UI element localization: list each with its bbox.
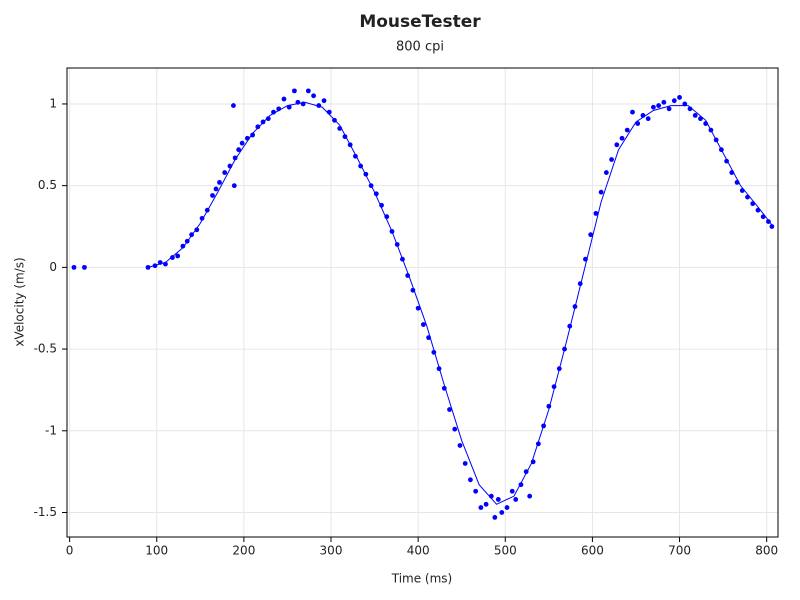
x-tick-label: 100: [145, 544, 168, 558]
data-point: [420, 322, 426, 327]
data-point: [492, 514, 498, 520]
data-point: [635, 121, 641, 126]
data-point: [478, 505, 484, 510]
plot-border: [66, 67, 779, 538]
data-point: [651, 104, 656, 110]
x-tick-label: 0: [66, 544, 74, 558]
data-point: [321, 98, 327, 104]
data-point: [305, 88, 311, 94]
data-point: [231, 103, 236, 108]
data-point: [661, 99, 667, 105]
data-point: [457, 443, 463, 448]
data-point: [236, 147, 242, 153]
data-point: [286, 104, 292, 110]
data-point: [180, 243, 186, 249]
data-point: [645, 116, 651, 122]
data-point: [213, 186, 219, 192]
data-point: [210, 193, 215, 198]
data-point: [624, 127, 630, 133]
data-point: [232, 155, 238, 161]
x-tick-label: 600: [581, 544, 604, 558]
data-point: [593, 211, 599, 216]
data-point: [452, 426, 458, 432]
x-tick-label: 400: [407, 544, 430, 558]
fit-line: [147, 101, 773, 505]
y-tick-label: 0: [49, 260, 57, 274]
data-point: [603, 170, 609, 175]
chart-title: MouseTester: [359, 12, 481, 32]
x-tick-label: 200: [232, 544, 255, 558]
y-tick-label: -1: [45, 423, 57, 437]
data-point: [447, 407, 452, 412]
data-point: [265, 116, 271, 122]
x-tick-label: 700: [668, 544, 691, 558]
data-point: [614, 142, 620, 148]
data-point: [588, 232, 594, 238]
data-point: [656, 103, 662, 108]
plot-area: 0 100 200 300 400 500 600 700 800 -1.5 -1 -0.5 0 0.5 1: [34, 67, 779, 558]
data-point: [504, 505, 510, 510]
data-point: [509, 488, 515, 494]
data-point: [239, 140, 245, 146]
y-tick-label: -0.5: [34, 342, 57, 356]
data-point: [513, 497, 519, 502]
data-point: [217, 179, 222, 185]
y-tick-label: 1: [49, 96, 57, 110]
x-tick-label: 500: [494, 544, 517, 558]
data-point: [609, 157, 614, 162]
data-point: [82, 264, 87, 270]
data-point: [311, 93, 316, 99]
x-tick-label: 300: [320, 544, 343, 558]
data-point: [231, 183, 237, 189]
data-point: [692, 112, 698, 118]
data-point: [170, 255, 175, 260]
chart-subtitle: 800 cpi: [396, 40, 444, 55]
data-point: [671, 98, 677, 104]
data-point: [175, 253, 181, 259]
data-point: [495, 497, 501, 502]
data-point: [499, 510, 505, 515]
data-point: [292, 88, 297, 94]
data-point: [250, 132, 255, 138]
x-tick-label: 800: [755, 544, 778, 558]
data-point: [222, 170, 228, 175]
data-point: [677, 95, 682, 100]
data-point: [462, 461, 468, 466]
data-point: [769, 224, 775, 229]
data-point: [194, 227, 200, 233]
data-point: [766, 219, 771, 225]
data-point: [527, 493, 533, 499]
data-point: [281, 96, 287, 102]
data-point: [630, 109, 635, 115]
y-tick-label: 0.5: [38, 178, 57, 192]
data-point: [71, 264, 77, 270]
data-point: [619, 135, 625, 141]
data-point: [666, 106, 672, 112]
data-point: [598, 189, 604, 195]
data-point: [468, 477, 473, 483]
x-axis-label: Time (ms): [391, 572, 453, 586]
data-point: [473, 488, 479, 494]
y-axis-label: xVelocity (m/s): [13, 257, 27, 346]
data-point: [255, 124, 261, 130]
y-tick-label: -1.5: [34, 505, 57, 519]
data-point: [415, 305, 421, 311]
data-point: [483, 501, 489, 507]
